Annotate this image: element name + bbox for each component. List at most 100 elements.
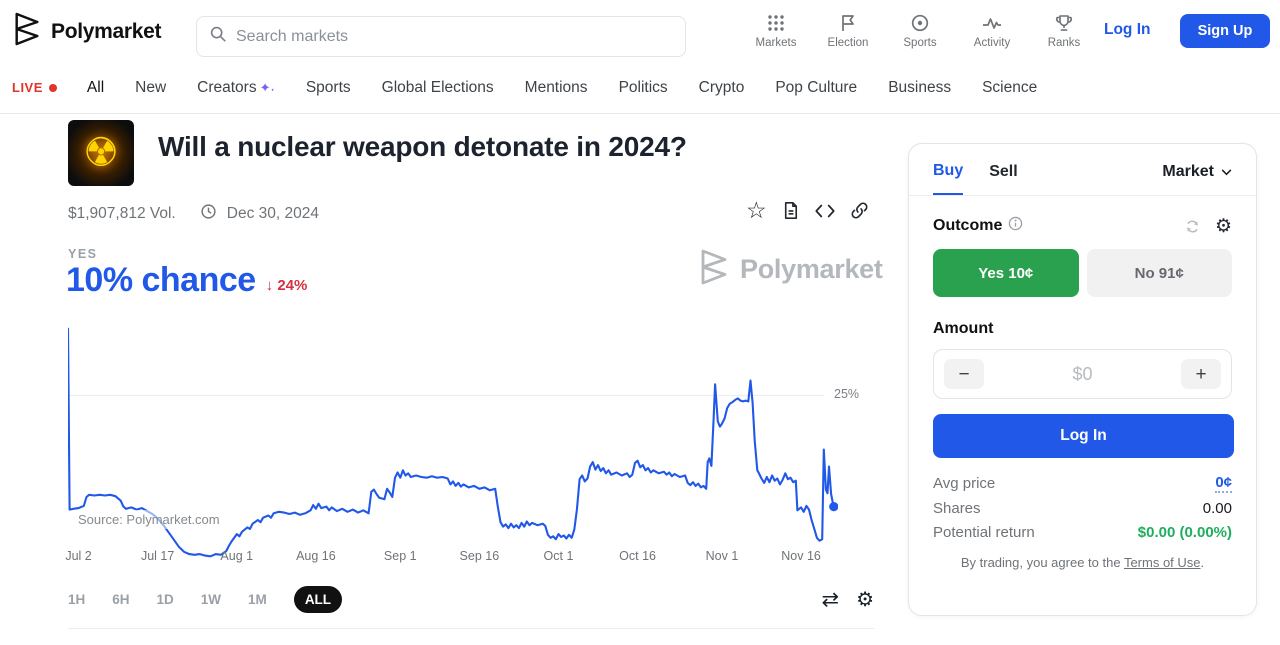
terms-note: By trading, you agree to the Terms of Us…	[960, 555, 1205, 570]
nav-item-activity[interactable]: Activity	[956, 8, 1028, 49]
market-meta: $1,907,812 Vol. Dec 30, 2024	[68, 203, 319, 225]
category-crypto[interactable]: Crypto	[698, 78, 745, 96]
top-navbar: Polymarket Markets Election	[0, 0, 1280, 62]
chart-settings-gear-icon[interactable]: ⚙	[856, 588, 874, 611]
x-tick-label: Oct 16	[619, 549, 656, 563]
nav-item-sports[interactable]: Sports	[884, 8, 956, 49]
copy-document-icon[interactable]	[780, 200, 801, 221]
category-politics[interactable]: Politics	[618, 78, 668, 96]
timeframe-row: 1H 6H 1D 1W 1M ALL ⇄ ⚙	[68, 584, 874, 614]
nav-item-label: Sports	[903, 37, 937, 49]
amount-stepper: − +	[933, 349, 1232, 399]
order-summary: Avg price 0¢ Shares 0.00 Potential retur…	[933, 474, 1232, 541]
category-creators[interactable]: Creators ✦˖	[197, 78, 275, 96]
timeframe-1w[interactable]: 1W	[200, 591, 222, 607]
login-link[interactable]: Log In	[1104, 21, 1151, 38]
summary-row-avg-price: Avg price 0¢	[933, 474, 1232, 493]
category-bar: LIVE All New Creators ✦˖ Sports Global El…	[0, 62, 1280, 114]
chart-watermark: Polymarket	[698, 248, 883, 291]
search-box[interactable]	[196, 16, 686, 57]
gridline-label: 25%	[834, 387, 860, 402]
chance-row: 10% chance ↓ 24%	[66, 261, 307, 300]
x-tick-label: Oct 1	[543, 549, 574, 563]
change-badge: ↓ 24%	[265, 277, 308, 294]
chance-value: 10% chance	[66, 261, 256, 299]
price-chart[interactable]: 25% Source: Polymarket.com	[66, 325, 874, 560]
chevron-down-icon	[1221, 163, 1232, 181]
summary-row-potential-return: Potential return $0.00 (0.00%)	[933, 524, 1232, 541]
category-science[interactable]: Science	[982, 78, 1038, 96]
nav-item-label: Election	[827, 37, 869, 49]
increase-amount-button[interactable]: +	[1181, 359, 1221, 389]
category-pop-culture[interactable]: Pop Culture	[775, 78, 858, 96]
outcome-row: Outcome ⚙	[933, 216, 1232, 236]
timeframe-1d[interactable]: 1D	[156, 591, 174, 607]
search-input[interactable]	[236, 27, 673, 46]
refresh-icon[interactable]	[1184, 218, 1201, 235]
x-tick-label: Nov 1	[705, 549, 739, 563]
order-type-select[interactable]: Market	[1162, 163, 1232, 194]
timeframe-6h[interactable]: 6H	[112, 591, 130, 607]
summary-row-shares: Shares 0.00	[933, 500, 1232, 517]
bookmark-star-icon[interactable]: ☆	[746, 197, 767, 223]
category-sports[interactable]: Sports	[305, 78, 351, 96]
radiation-icon: ☢	[83, 131, 119, 175]
signup-button[interactable]: Sign Up	[1180, 14, 1270, 48]
no-button[interactable]: No 91¢	[1086, 249, 1232, 297]
category-global-elections[interactable]: Global Elections	[381, 78, 494, 96]
category-mentions[interactable]: Mentions	[524, 78, 588, 96]
trade-tabs: Buy Sell Market	[909, 144, 1256, 196]
chart-source-caption: Source: Polymarket.com	[72, 510, 226, 529]
volume-text: $1,907,812 Vol.	[68, 205, 176, 222]
nav-item-label: Ranks	[1047, 37, 1081, 49]
avg-price-value[interactable]: 0¢	[1215, 474, 1232, 493]
compare-swap-icon[interactable]: ⇄	[821, 587, 840, 611]
watermark-text: Polymarket	[740, 254, 883, 284]
nav-item-election[interactable]: Election	[812, 8, 884, 49]
live-label: LIVE	[12, 80, 43, 95]
trade-settings-gear-icon[interactable]: ⚙	[1214, 215, 1232, 237]
category-all[interactable]: All	[86, 78, 105, 96]
ball-icon	[910, 13, 930, 33]
end-date-text: Dec 30, 2024	[226, 205, 319, 222]
x-tick-label: Sep 1	[383, 549, 417, 563]
decrease-amount-button[interactable]: −	[944, 359, 984, 389]
share-link-icon[interactable]	[849, 200, 870, 221]
clock-icon	[200, 203, 217, 225]
tab-buy[interactable]: Buy	[933, 162, 964, 195]
nav-item-ranks[interactable]: Ranks	[1028, 8, 1100, 49]
category-live[interactable]: LIVE	[12, 80, 57, 95]
pulse-icon	[981, 13, 1003, 33]
timeframe-all[interactable]: ALL	[293, 585, 343, 613]
outcome-side-label: YES	[68, 247, 98, 261]
potential-return-value: $0.00 (0.00%)	[1137, 524, 1232, 541]
yes-button[interactable]: Yes 10¢	[933, 249, 1079, 297]
search-icon	[209, 25, 227, 48]
brand[interactable]: Polymarket	[12, 11, 162, 52]
nav-item-label: Markets	[755, 37, 797, 49]
section-divider	[68, 628, 874, 629]
live-dot-icon	[48, 83, 57, 92]
x-tick-label: Nov 16	[781, 549, 821, 563]
info-icon[interactable]	[1008, 216, 1023, 236]
embed-code-icon[interactable]	[814, 202, 836, 220]
tab-sell[interactable]: Sell	[989, 163, 1018, 180]
page-title: Will a nuclear weapon detonate in 2024?	[158, 131, 687, 162]
shares-value: 0.00	[1202, 500, 1232, 517]
watermark-logo-icon	[698, 248, 730, 291]
flag-icon	[838, 13, 858, 33]
market-thumbnail: ☢	[68, 120, 134, 186]
category-business[interactable]: Business	[888, 78, 952, 96]
category-new[interactable]: New	[135, 78, 167, 96]
outcome-label: Outcome	[933, 217, 1003, 234]
amount-input[interactable]	[984, 363, 1181, 385]
timeframe-1m[interactable]: 1M	[248, 591, 267, 607]
panel-login-button[interactable]: Log In	[933, 414, 1234, 458]
nav-items: Markets Election Sports Activity	[740, 8, 1100, 49]
x-tick-label: Sep 16	[459, 549, 500, 563]
nav-item-markets[interactable]: Markets	[740, 8, 812, 49]
terms-of-use-link[interactable]: Terms of Use	[1123, 555, 1201, 570]
x-tick-label: Jul 2	[65, 549, 92, 563]
price-line-chart[interactable]	[66, 325, 839, 560]
timeframe-1h[interactable]: 1H	[68, 591, 86, 607]
